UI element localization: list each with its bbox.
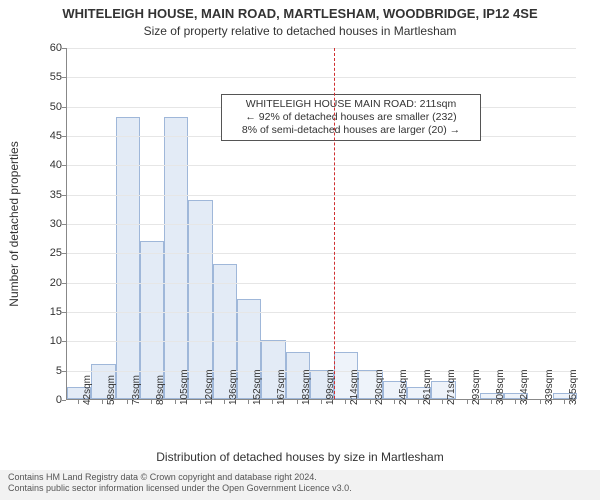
grid-line: [67, 283, 576, 284]
chart-container: WHITELEIGH HOUSE, MAIN ROAD, MARTLESHAM,…: [0, 0, 600, 500]
grid-line: [67, 253, 576, 254]
grid-line: [67, 48, 576, 49]
plot-area: WHITELEIGH HOUSE MAIN ROAD: 211sqm ← 92%…: [66, 48, 576, 400]
chart-subtitle: Size of property relative to detached ho…: [0, 24, 600, 38]
y-tick-label: 5: [46, 365, 62, 377]
y-tick-mark: [62, 195, 66, 196]
x-tick-label: 73sqm: [131, 375, 142, 405]
x-tick-label: 136sqm: [228, 369, 239, 405]
x-tick-label: 324sqm: [519, 369, 530, 405]
x-tick-label: 183sqm: [301, 369, 312, 405]
x-axis-label: Distribution of detached houses by size …: [0, 450, 600, 464]
grid-line: [67, 165, 576, 166]
y-tick-mark: [62, 224, 66, 225]
x-tick-mark: [540, 400, 541, 404]
y-tick-label: 45: [46, 130, 62, 142]
y-tick-mark: [62, 341, 66, 342]
x-tick-mark: [491, 400, 492, 404]
bar: [116, 117, 140, 399]
y-tick-label: 10: [46, 335, 62, 347]
annotation-line: WHITELEIGH HOUSE MAIN ROAD: 211sqm: [227, 98, 475, 111]
y-tick-label: 0: [46, 394, 62, 406]
x-tick-mark: [321, 400, 322, 404]
y-tick-mark: [62, 371, 66, 372]
y-tick-label: 40: [46, 159, 62, 171]
y-tick-label: 55: [46, 71, 62, 83]
x-tick-mark: [224, 400, 225, 404]
grid-line: [67, 224, 576, 225]
x-tick-label: 167sqm: [276, 369, 287, 405]
y-tick-mark: [62, 107, 66, 108]
annotation-box: WHITELEIGH HOUSE MAIN ROAD: 211sqm ← 92%…: [221, 94, 481, 141]
x-tick-mark: [127, 400, 128, 404]
x-tick-label: 120sqm: [204, 369, 215, 405]
y-tick-mark: [62, 312, 66, 313]
x-tick-label: 339sqm: [544, 369, 555, 405]
footer-line: Contains HM Land Registry data © Crown c…: [8, 472, 592, 483]
grid-line: [67, 341, 576, 342]
x-tick-label: 355sqm: [568, 369, 579, 405]
x-tick-mark: [515, 400, 516, 404]
x-tick-label: 42sqm: [82, 375, 93, 405]
x-tick-labels: 42sqm58sqm73sqm89sqm105sqm120sqm136sqm15…: [66, 405, 576, 453]
grid-line: [67, 312, 576, 313]
x-tick-label: 199sqm: [325, 369, 336, 405]
x-tick-mark: [78, 400, 79, 404]
y-tick-label: 60: [46, 42, 62, 54]
x-tick-mark: [102, 400, 103, 404]
y-tick-mark: [62, 48, 66, 49]
y-tick-label: 15: [46, 306, 62, 318]
x-tick-mark: [370, 400, 371, 404]
x-tick-mark: [175, 400, 176, 404]
y-tick-label: 35: [46, 189, 62, 201]
x-tick-label: 245sqm: [398, 369, 409, 405]
y-tick-mark: [62, 77, 66, 78]
y-tick-mark: [62, 400, 66, 401]
x-tick-mark: [467, 400, 468, 404]
x-tick-label: 58sqm: [106, 375, 117, 405]
y-tick-mark: [62, 283, 66, 284]
y-tick-mark: [62, 165, 66, 166]
annotation-line: 8% of semi-detached houses are larger (2…: [227, 124, 475, 137]
x-tick-mark: [394, 400, 395, 404]
x-tick-mark: [272, 400, 273, 404]
x-tick-mark: [442, 400, 443, 404]
y-tick-label: 30: [46, 218, 62, 230]
x-tick-mark: [418, 400, 419, 404]
x-tick-mark: [151, 400, 152, 404]
x-tick-label: 261sqm: [422, 369, 433, 405]
x-tick-mark: [200, 400, 201, 404]
x-tick-label: 230sqm: [374, 369, 385, 405]
chart-title: WHITELEIGH HOUSE, MAIN ROAD, MARTLESHAM,…: [0, 6, 600, 21]
y-tick-mark: [62, 253, 66, 254]
footer-line: Contains public sector information licen…: [8, 483, 592, 494]
footer: Contains HM Land Registry data © Crown c…: [0, 470, 600, 500]
x-tick-label: 105sqm: [179, 369, 190, 405]
x-tick-mark: [564, 400, 565, 404]
bar: [164, 117, 188, 399]
y-tick-label: 25: [46, 247, 62, 259]
x-tick-mark: [345, 400, 346, 404]
y-tick-mark: [62, 136, 66, 137]
x-tick-label: 293sqm: [471, 369, 482, 405]
x-tick-label: 89sqm: [155, 375, 166, 405]
x-tick-label: 214sqm: [349, 369, 360, 405]
x-tick-label: 308sqm: [495, 369, 506, 405]
x-tick-mark: [248, 400, 249, 404]
y-tick-label: 50: [46, 101, 62, 113]
x-tick-label: 152sqm: [252, 369, 263, 405]
y-axis-label: Number of detached properties: [7, 141, 21, 306]
grid-line: [67, 77, 576, 78]
y-tick-label: 20: [46, 277, 62, 289]
annotation-line: ← 92% of detached houses are smaller (23…: [227, 111, 475, 124]
grid-line: [67, 195, 576, 196]
reference-line: [334, 48, 335, 399]
x-tick-label: 271sqm: [446, 369, 457, 405]
x-tick-mark: [297, 400, 298, 404]
